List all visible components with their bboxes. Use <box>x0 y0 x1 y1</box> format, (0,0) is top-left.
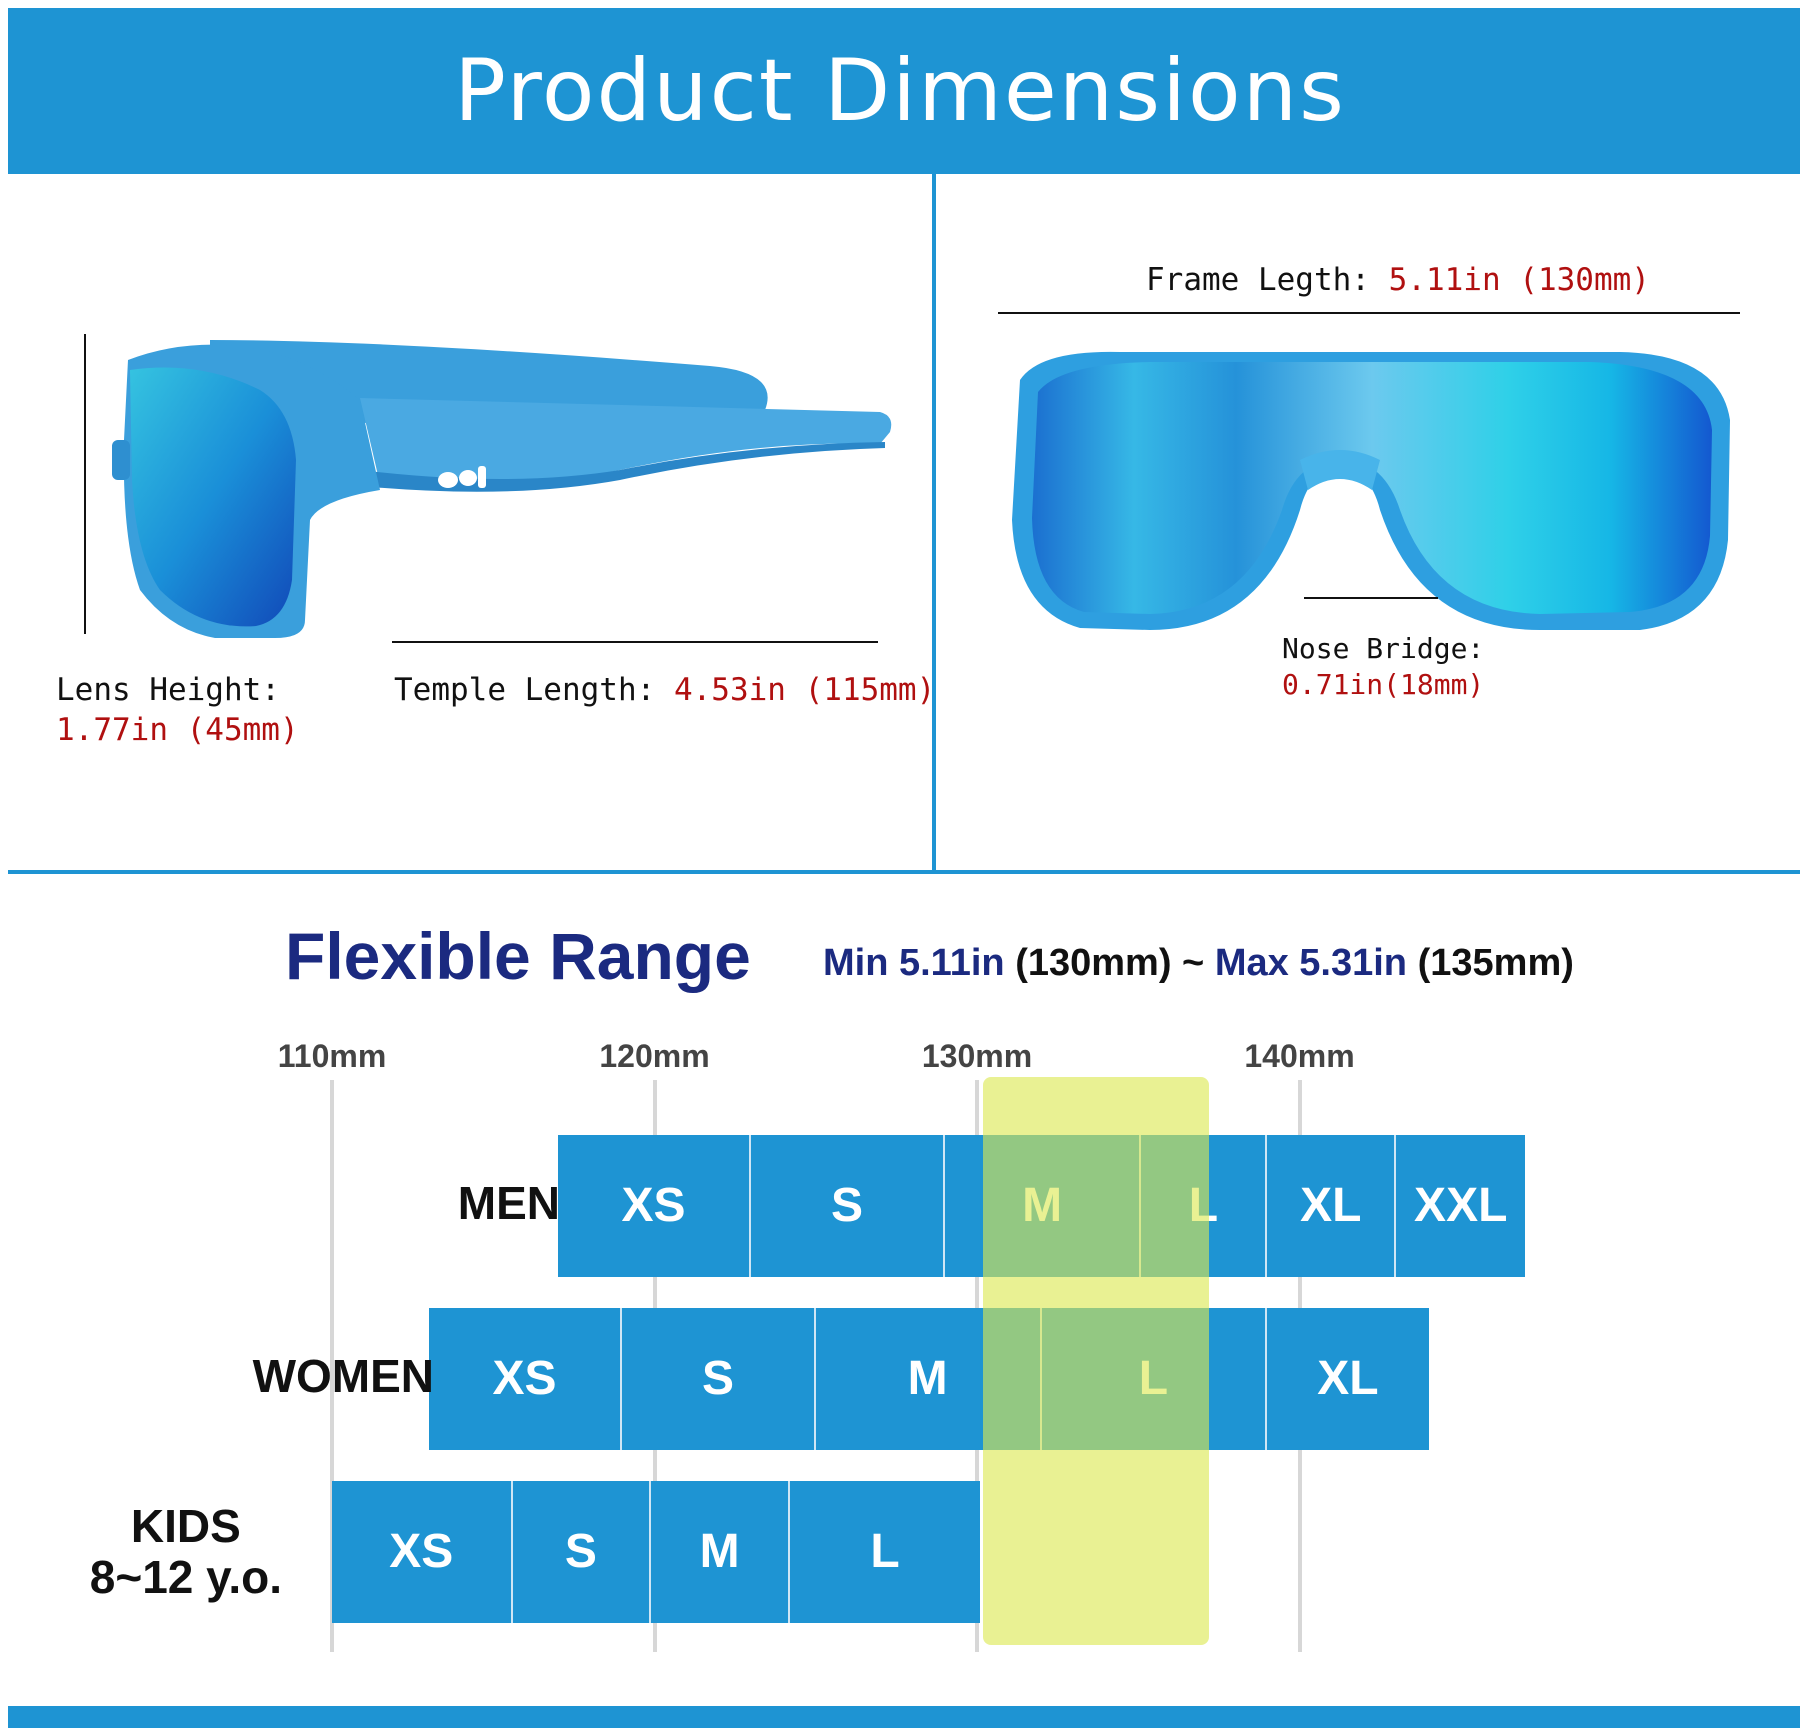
tick-label-130mm: 130mm <box>921 1038 1033 1074</box>
size-cell-men-xxl: XXL <box>1396 1135 1526 1277</box>
size-row-women: XSSMLXL <box>428 1308 1429 1450</box>
size-cell-women-xs: XS <box>428 1308 623 1450</box>
horizontal-divider <box>8 870 1800 874</box>
page-title: Product Dimensions <box>454 41 1346 141</box>
size-cell-kids-m: M <box>651 1481 790 1623</box>
temple-length-label-text: Temple Length: <box>394 672 656 708</box>
temple-length-value: 4.53in (115mm) <box>673 672 936 708</box>
vertical-divider <box>932 174 936 870</box>
row-label-men: MEN <box>457 1177 560 1229</box>
size-cell-kids-xs: XS <box>332 1481 513 1623</box>
frame-length-value: 5.11in (130mm) <box>1388 262 1650 298</box>
lens-height-line <box>84 334 86 634</box>
size-cell-women-xl: XL <box>1267 1308 1429 1450</box>
side-view-sunglasses <box>112 340 892 638</box>
tick-label-120mm: 120mm <box>599 1038 710 1074</box>
flexible-range-min: Min 5.11in <box>823 942 1005 984</box>
size-cell-men-xs: XS <box>557 1135 752 1277</box>
flexible-range-highlight <box>983 1077 1210 1645</box>
nose-bridge-line <box>1304 597 1438 599</box>
front-view-sunglasses <box>1012 351 1730 630</box>
size-cell-men-xl: XL <box>1267 1135 1397 1277</box>
size-cell-kids-s: S <box>512 1481 652 1623</box>
size-row-kids: XS S M L <box>332 1481 981 1623</box>
flexible-range-title: Flexible Range <box>285 919 751 993</box>
row-label-kids: KIDS 8~12 y.o. <box>89 1500 282 1603</box>
nose-bridge-value: 0.71in(18mm) <box>1282 668 1485 701</box>
size-cell-kids-l: L <box>789 1481 981 1623</box>
header-banner <box>8 8 1800 174</box>
lens-height-label: Lens Height: <box>56 672 280 708</box>
lens-height-value: 1.77in (45mm) <box>56 712 299 748</box>
frame-length-label: Frame Legth: 5.11in (130mm) <box>1146 262 1650 298</box>
flexible-range-max-mm: (135mm) <box>1417 942 1574 984</box>
temple-length-line <box>392 641 878 643</box>
size-cell-men-s: S <box>751 1135 945 1277</box>
temple-length-label: Temple Length: 4.53in (115mm) <box>394 672 935 708</box>
flexible-range-values: Min 5.11in (130mm) ~ Max 5.31in (135mm) <box>823 942 1574 985</box>
frame-length-label-text: Frame Legth: <box>1146 262 1370 298</box>
flexible-range-min-mm: (130mm) <box>1015 942 1172 984</box>
flexible-range-separator: ~ <box>1182 942 1205 984</box>
gridline-110mm <box>330 1080 334 1652</box>
tick-label-110mm: 110mm <box>277 1038 387 1074</box>
nose-bridge-label: Nose Bridge: <box>1282 632 1485 665</box>
size-cell-women-s: S <box>622 1308 816 1450</box>
flexible-range-max: Max 5.31in <box>1214 942 1408 984</box>
frame-length-line <box>998 312 1740 314</box>
tick-label-140mm: 140mm <box>1244 1038 1355 1074</box>
row-label-women: WOMEN <box>252 1350 434 1402</box>
footer-bar <box>8 1706 1800 1728</box>
